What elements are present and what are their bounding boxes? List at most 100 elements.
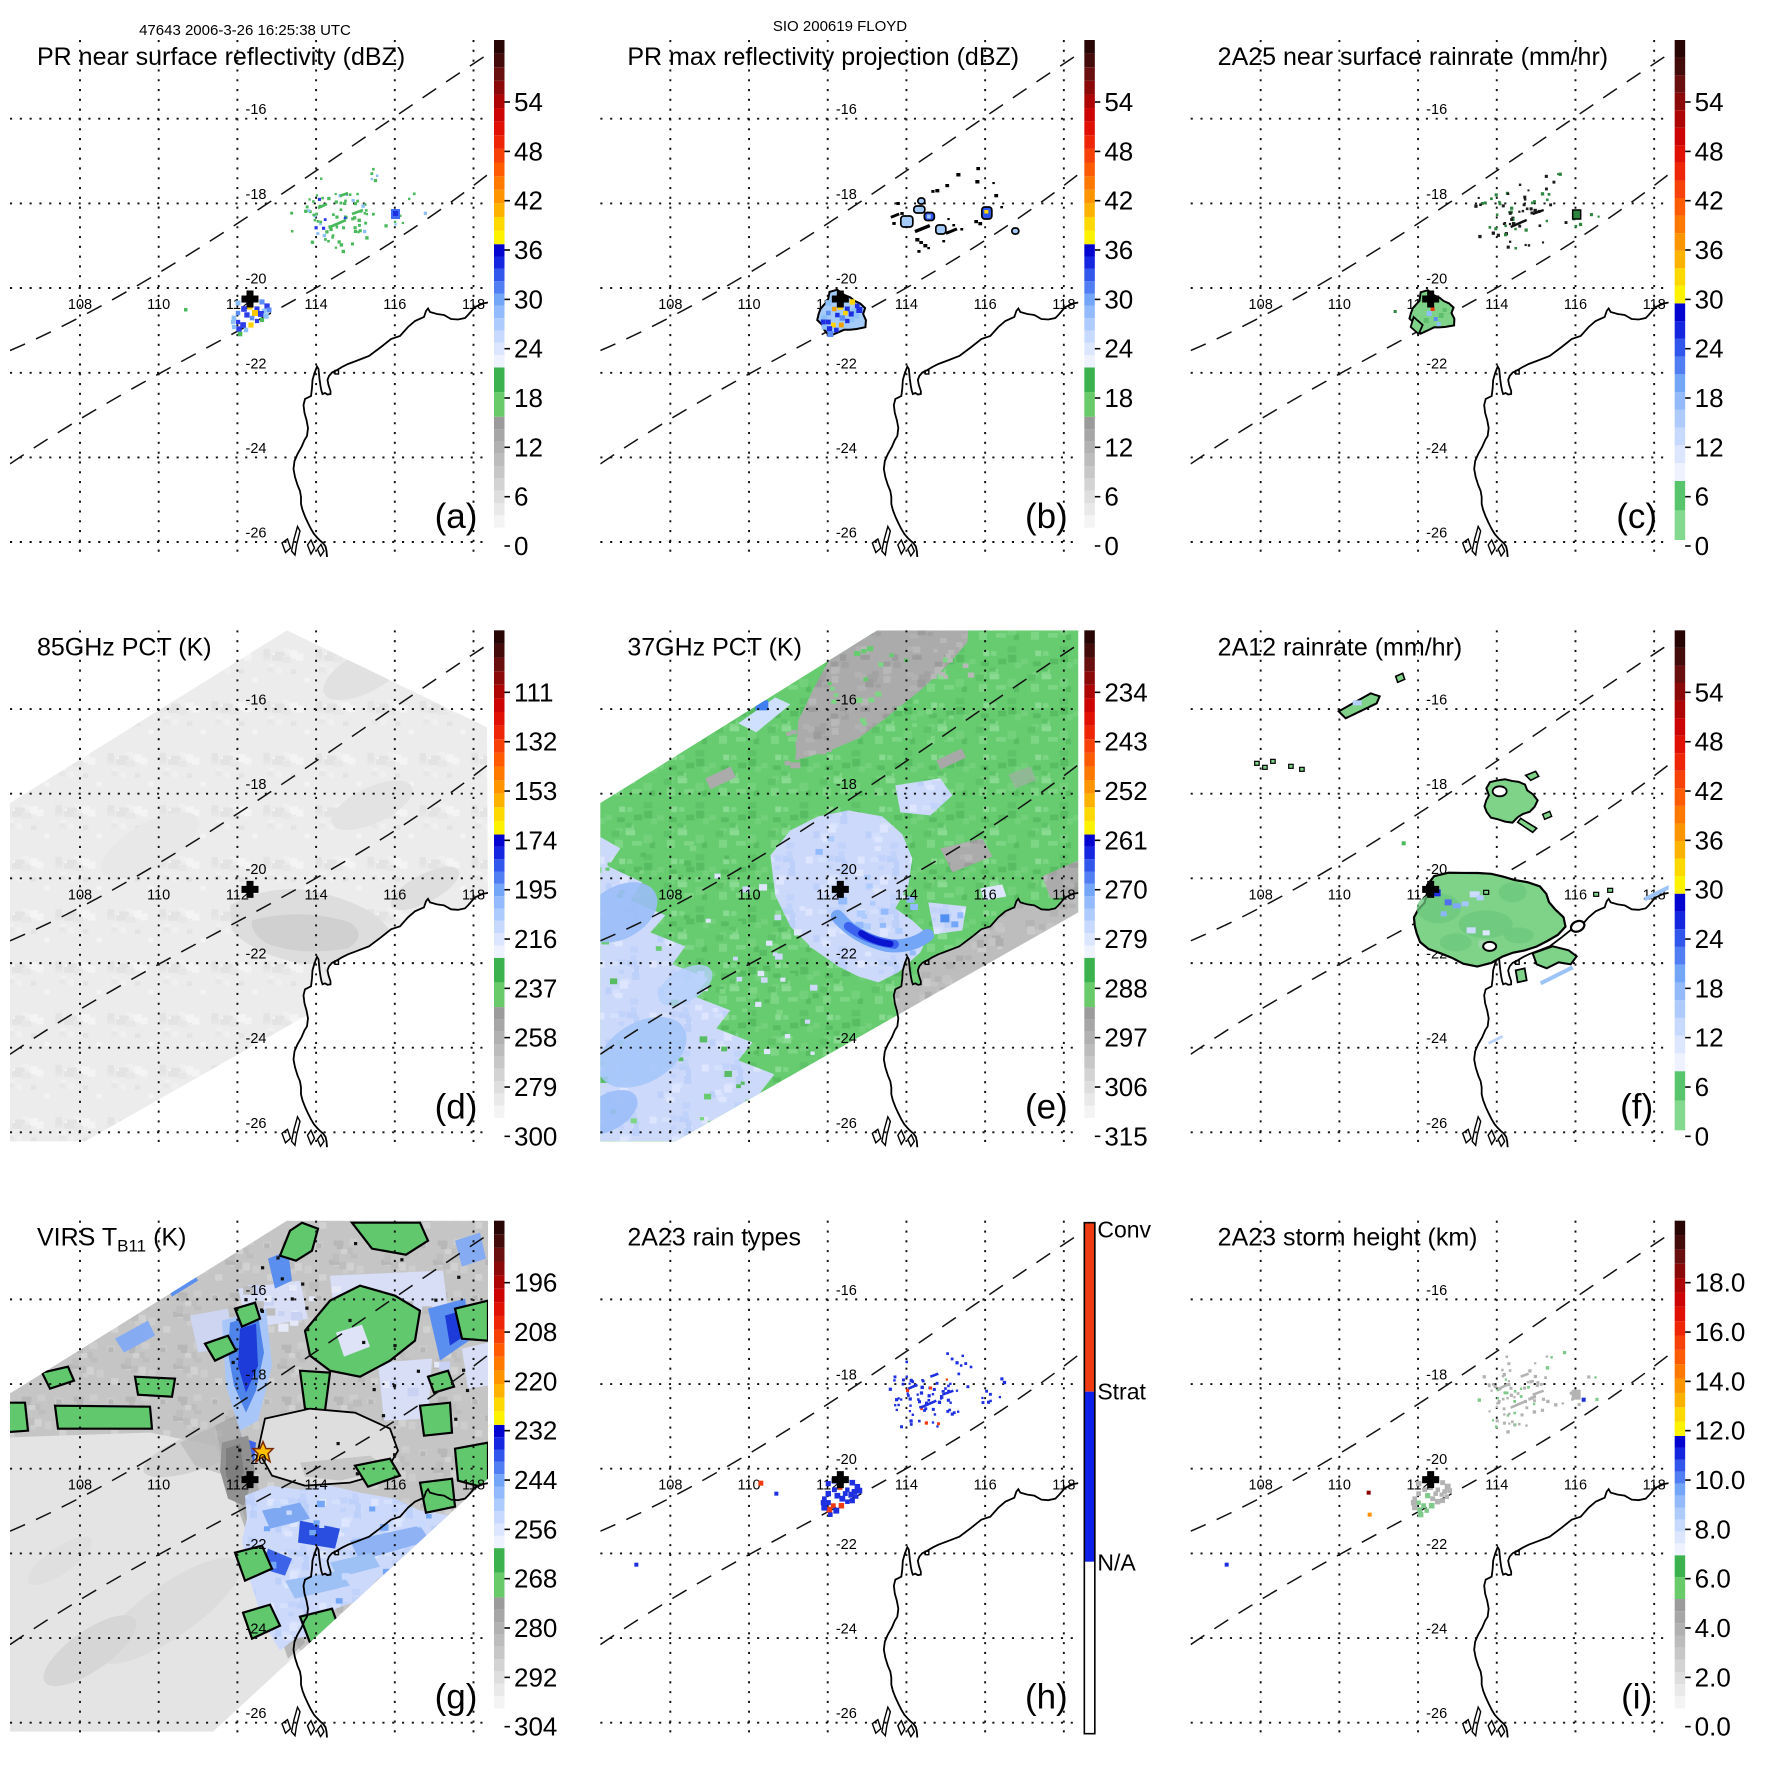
svg-text:252: 252	[1104, 776, 1147, 806]
svg-text:Strat: Strat	[1097, 1379, 1146, 1405]
svg-text:42: 42	[1695, 186, 1724, 216]
svg-text:0: 0	[514, 531, 528, 561]
svg-text:234: 234	[1104, 677, 1147, 707]
svg-text:153: 153	[514, 776, 557, 806]
svg-text:36: 36	[1104, 235, 1133, 265]
svg-text:48: 48	[1695, 136, 1724, 166]
svg-text:54: 54	[1104, 87, 1133, 117]
svg-text:16.0: 16.0	[1695, 1317, 1746, 1347]
svg-text:6.0: 6.0	[1695, 1564, 1731, 1594]
svg-text:268: 268	[514, 1564, 557, 1594]
svg-text:18: 18	[514, 383, 543, 413]
svg-text:(d): (d)	[435, 1087, 478, 1126]
svg-text:18: 18	[1104, 383, 1133, 413]
svg-text:30: 30	[1104, 284, 1133, 314]
svg-text:SIO 200619 FLOYD: SIO 200619 FLOYD	[773, 18, 907, 35]
svg-text:0.0: 0.0	[1695, 1712, 1731, 1742]
svg-text:0: 0	[1104, 531, 1118, 561]
svg-text:196: 196	[514, 1268, 557, 1298]
svg-text:(i): (i)	[1621, 1678, 1652, 1717]
svg-text:PR max reflectivity projection: PR max reflectivity projection (dBZ)	[627, 43, 1019, 71]
svg-text:195: 195	[514, 875, 557, 905]
svg-text:2A23 storm height (km): 2A23 storm height (km)	[1218, 1224, 1478, 1252]
svg-text:243: 243	[1104, 727, 1147, 757]
svg-text:0: 0	[1695, 1121, 1709, 1151]
svg-text:12: 12	[1104, 432, 1133, 462]
svg-text:N/A: N/A	[1097, 1550, 1136, 1576]
svg-text:PR near surface reflectivity (: PR near surface reflectivity (dBZ)	[37, 43, 405, 71]
svg-text:208: 208	[514, 1317, 557, 1347]
svg-text:304: 304	[514, 1712, 557, 1742]
svg-text:42: 42	[514, 186, 543, 216]
svg-text:4.0: 4.0	[1695, 1613, 1731, 1643]
svg-text:280: 280	[514, 1613, 557, 1643]
svg-text:12: 12	[1695, 432, 1724, 462]
svg-text:6: 6	[1695, 1072, 1709, 1102]
svg-text:279: 279	[514, 1072, 557, 1102]
svg-text:18: 18	[1695, 973, 1724, 1003]
svg-text:2A12 rainrate (mm/hr): 2A12 rainrate (mm/hr)	[1218, 633, 1463, 661]
svg-text:(e): (e)	[1025, 1087, 1068, 1126]
svg-text:(h): (h)	[1025, 1678, 1068, 1717]
svg-text:24: 24	[1104, 334, 1133, 364]
svg-text:6: 6	[1104, 482, 1118, 512]
svg-text:85GHz PCT (K): 85GHz PCT (K)	[37, 633, 212, 661]
svg-text:18.0: 18.0	[1695, 1268, 1746, 1298]
svg-text:Conv: Conv	[1097, 1217, 1151, 1243]
svg-text:306: 306	[1104, 1072, 1147, 1102]
svg-text:111: 111	[514, 677, 554, 707]
svg-text:2A25 near surface rainrate (mm: 2A25 near surface rainrate (mm/hr)	[1218, 43, 1608, 71]
svg-text:VIRS TB11 (K): VIRS TB11 (K)	[37, 1224, 186, 1256]
svg-text:315: 315	[1104, 1121, 1147, 1151]
svg-text:24: 24	[514, 334, 543, 364]
svg-text:279: 279	[1104, 924, 1147, 954]
svg-text:36: 36	[514, 235, 543, 265]
svg-text:6: 6	[514, 482, 528, 512]
svg-text:10.0: 10.0	[1695, 1465, 1746, 1495]
svg-text:36: 36	[1695, 235, 1724, 265]
svg-text:174: 174	[514, 825, 557, 855]
svg-text:48: 48	[1695, 727, 1724, 757]
svg-text:14.0: 14.0	[1695, 1366, 1746, 1396]
svg-text:(g): (g)	[435, 1678, 478, 1717]
svg-text:24: 24	[1695, 334, 1724, 364]
svg-text:36: 36	[1695, 825, 1724, 855]
svg-text:42: 42	[1104, 186, 1133, 216]
svg-text:47643 2006-3-26 16:25:38 UTC: 47643 2006-3-26 16:25:38 UTC	[139, 22, 351, 39]
svg-text:270: 270	[1104, 875, 1147, 905]
svg-text:6: 6	[1695, 482, 1709, 512]
svg-text:237: 237	[514, 973, 557, 1003]
svg-text:2.0: 2.0	[1695, 1662, 1731, 1692]
svg-text:258: 258	[514, 1023, 557, 1053]
svg-text:256: 256	[514, 1514, 557, 1544]
svg-text:288: 288	[1104, 973, 1147, 1003]
svg-text:132: 132	[514, 727, 557, 757]
svg-text:232: 232	[514, 1416, 557, 1446]
svg-text:0: 0	[1695, 531, 1709, 561]
svg-text:8.0: 8.0	[1695, 1514, 1731, 1544]
svg-text:30: 30	[1695, 284, 1724, 314]
svg-text:18: 18	[1695, 383, 1724, 413]
svg-text:220: 220	[514, 1366, 557, 1396]
svg-text:30: 30	[514, 284, 543, 314]
svg-text:54: 54	[1695, 677, 1724, 707]
svg-text:12: 12	[514, 432, 543, 462]
svg-text:244: 244	[514, 1465, 557, 1495]
svg-text:48: 48	[514, 136, 543, 166]
svg-text:(c): (c)	[1616, 497, 1657, 536]
svg-text:(f): (f)	[1620, 1087, 1653, 1126]
svg-text:24: 24	[1695, 924, 1724, 954]
svg-text:37GHz PCT (K): 37GHz PCT (K)	[627, 633, 802, 661]
svg-text:2A23 rain types: 2A23 rain types	[627, 1224, 801, 1252]
svg-text:12: 12	[1695, 1023, 1724, 1053]
svg-text:292: 292	[514, 1662, 557, 1692]
svg-text:42: 42	[1695, 776, 1724, 806]
svg-text:54: 54	[1695, 87, 1724, 117]
svg-text:48: 48	[1104, 136, 1133, 166]
svg-text:12.0: 12.0	[1695, 1416, 1746, 1446]
svg-text:(a): (a)	[435, 497, 478, 536]
svg-text:261: 261	[1104, 825, 1147, 855]
svg-text:30: 30	[1695, 875, 1724, 905]
svg-text:(b): (b)	[1025, 497, 1068, 536]
svg-text:297: 297	[1104, 1023, 1147, 1053]
